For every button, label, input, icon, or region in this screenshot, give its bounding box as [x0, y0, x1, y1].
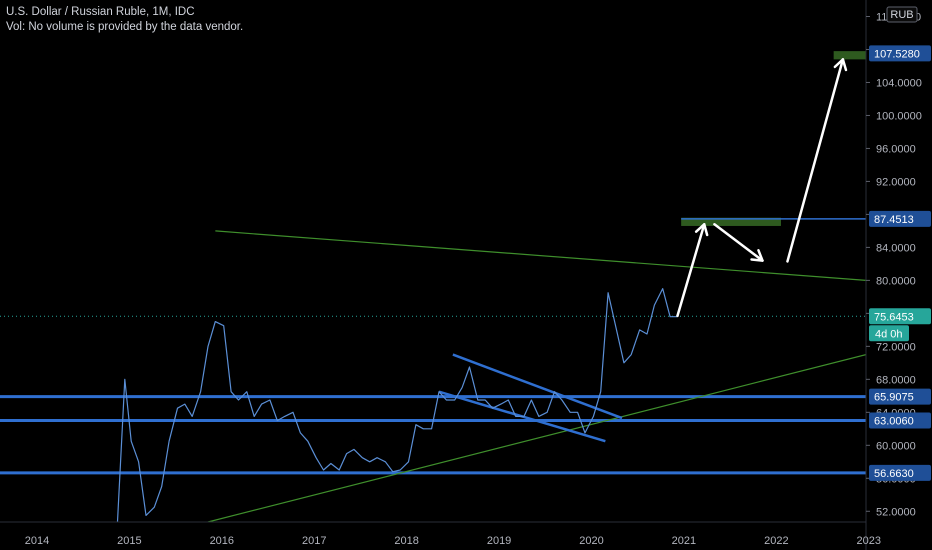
projection-arrows — [676, 58, 848, 318]
y-tick-label: 104.0000 — [876, 77, 922, 89]
chart-title: U.S. Dollar / Russian Ruble, 1M, IDC — [6, 6, 195, 18]
target-zones — [681, 51, 866, 226]
time-axis[interactable]: 2014 2015 2016 2017 2018 2019 2020 2021 2022 2023 — [0, 521, 881, 547]
y-tick-label: 92.0000 — [876, 176, 916, 188]
badge-level-3 — [869, 464, 931, 481]
y-tick-label: 68.0000 — [876, 374, 916, 386]
arrow-head-1 — [694, 223, 709, 237]
badge-target-high — [869, 45, 931, 62]
x-tick-label: 2022 — [764, 535, 788, 547]
badge-target-high-text: 107.5280 — [874, 48, 920, 60]
y-tick-label: 84.0000 — [876, 242, 916, 254]
y-tick-label: 100.0000 — [876, 110, 922, 122]
volume-note: Vol: No volume is provided by the data v… — [6, 21, 244, 33]
badge-target-mid-text: 87.4513 — [874, 214, 914, 226]
badge-level-2-text: 63.0060 — [874, 416, 914, 428]
target-zone-1 — [681, 217, 781, 226]
badge-current-price-text: 75.6453 — [874, 311, 914, 323]
x-tick-label: 2015 — [117, 535, 141, 547]
y-tick-label: 72.0000 — [876, 341, 916, 353]
x-tick-label: 2020 — [579, 535, 603, 547]
currency-selector[interactable]: RUB — [886, 6, 918, 23]
y-tick-label: 80.0000 — [876, 275, 916, 287]
arrow-2 — [713, 223, 764, 262]
badge-level-2 — [869, 412, 931, 429]
arrow-head-2 — [750, 249, 764, 262]
trend-line-2 — [207, 354, 866, 522]
currency-label: RUB — [890, 9, 913, 21]
x-tick-label: 2021 — [672, 535, 696, 547]
countdown-badge — [869, 325, 909, 342]
x-tick-label: 2017 — [302, 535, 326, 547]
badge-level-1-text: 65.9075 — [874, 392, 914, 404]
price-series — [116, 288, 678, 522]
x-tick-label: 2018 — [394, 535, 418, 547]
target-zone-2 — [833, 51, 866, 60]
arrow-head-3 — [833, 58, 848, 72]
horizontal-levels — [0, 218, 866, 475]
trend-line-1 — [215, 230, 866, 281]
price-line — [116, 288, 678, 522]
price-badges: 107.5280 87.4513 75.6453 4d 0h 65.9075 63.006… — [869, 45, 931, 481]
arrow-1 — [676, 223, 706, 318]
trend-lines — [207, 230, 866, 522]
badge-target-mid — [869, 210, 931, 227]
y-tick-label: 96.0000 — [876, 143, 916, 155]
currency-button[interactable] — [886, 6, 918, 23]
x-tick-label: 2016 — [210, 535, 234, 547]
x-tick-label: 2023 — [857, 535, 881, 547]
y-tick-label: 60.0000 — [876, 440, 916, 452]
y-tick-label: 52.0000 — [876, 506, 916, 518]
x-tick-label: 2014 — [25, 535, 49, 547]
countdown-text: 4d 0h — [875, 328, 903, 340]
badge-level-3-text: 56.6630 — [874, 468, 914, 480]
badge-level-1 — [869, 388, 931, 405]
trend-line-3 — [452, 353, 623, 420]
badge-current-price — [869, 308, 931, 325]
arrow-3 — [786, 58, 845, 263]
x-tick-label: 2019 — [487, 535, 511, 547]
